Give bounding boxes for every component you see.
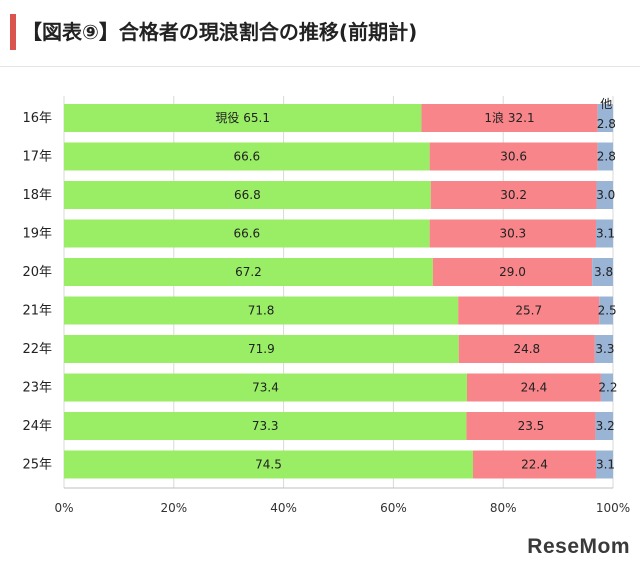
data-label: 3.1 (596, 458, 615, 472)
data-label: 1浪 32.1 (484, 110, 534, 125)
data-label: 現役 65.1 (215, 110, 270, 125)
x-tick-label: 0% (54, 501, 73, 515)
bar-segment (64, 296, 459, 325)
x-tick-label: 100% (596, 501, 630, 515)
data-label: 2.8 (597, 117, 616, 131)
title-divider (0, 66, 640, 67)
bar-segment (421, 104, 598, 132)
category-label: 19年 (22, 227, 52, 242)
bar-segment (429, 142, 598, 171)
bar-segment (592, 258, 613, 286)
bar-segment (466, 373, 601, 402)
data-label: 30.2 (500, 188, 527, 202)
category-label: 22年 (22, 342, 52, 357)
category-label: 20年 (22, 265, 52, 280)
data-label: 73.3 (252, 419, 279, 433)
bar-segment (64, 450, 474, 479)
category-label: 25年 (22, 458, 52, 473)
data-label: 66.6 (233, 150, 260, 164)
title-accent-bar (10, 14, 16, 50)
bar-segment (432, 258, 593, 286)
data-label: 22.4 (521, 458, 548, 472)
data-label: 23.5 (518, 419, 545, 433)
category-label: 18年 (22, 188, 52, 203)
data-label: 2.2 (598, 381, 617, 395)
bar-segment (64, 219, 430, 248)
category-label: 16年 (22, 111, 52, 126)
bar-segment (458, 296, 600, 325)
data-label: 73.4 (252, 381, 279, 395)
bar-segment (473, 450, 596, 479)
category-label: 24年 (22, 419, 52, 434)
bar-segment (430, 181, 597, 209)
page-title: 【図表⑨】合格者の現浪割合の推移(前期計) (22, 20, 418, 44)
bar-segment (596, 181, 613, 209)
bar-segment (595, 219, 613, 248)
data-label: 3.1 (596, 227, 615, 241)
series-label: 他 (600, 97, 612, 111)
category-label: 23年 (22, 381, 52, 396)
bar-segment (64, 373, 467, 402)
data-label: 24.8 (513, 342, 540, 356)
data-label: 25.7 (515, 304, 542, 318)
data-label: 29.0 (499, 265, 526, 279)
data-label: 3.0 (596, 188, 615, 202)
data-label: 71.8 (248, 304, 275, 318)
bar-segment (64, 142, 430, 171)
data-label: 74.5 (255, 458, 282, 472)
bar-segment (64, 181, 431, 209)
category-label: 17年 (22, 150, 52, 165)
x-tick-label: 60% (380, 501, 407, 515)
data-label: 3.8 (594, 265, 613, 279)
x-tick-label: 20% (160, 501, 187, 515)
data-label: 3.2 (596, 419, 615, 433)
bar-segment (597, 142, 613, 171)
bar-segment (429, 219, 596, 248)
logo-text: ReseMom (527, 535, 630, 558)
bar-segment (597, 104, 613, 132)
data-label: 2.8 (597, 150, 616, 164)
bar-segment (599, 296, 613, 325)
bar-segment (64, 335, 459, 363)
category-label: 21年 (22, 304, 52, 319)
data-label: 24.4 (521, 381, 548, 395)
data-label: 2.5 (598, 304, 617, 318)
x-tick-label: 80% (490, 501, 517, 515)
x-tick-label: 40% (270, 501, 297, 515)
bar-segment (594, 335, 613, 363)
resemom-logo: ReseMom (527, 535, 630, 559)
data-label: 3.3 (595, 342, 614, 356)
bar-segment (64, 104, 422, 132)
bar-segment (458, 335, 595, 363)
bar-segment (466, 412, 596, 440)
bar-segment (595, 450, 613, 479)
data-label: 66.8 (234, 188, 261, 202)
bar-segment (64, 258, 433, 286)
bar-segment (600, 373, 613, 402)
data-label: 66.6 (233, 227, 260, 241)
bar-segment (64, 412, 467, 440)
data-label: 67.2 (235, 265, 262, 279)
data-label: 30.3 (499, 227, 526, 241)
data-label: 71.9 (248, 342, 275, 356)
data-label: 30.6 (500, 150, 527, 164)
bar-segment (595, 412, 613, 440)
